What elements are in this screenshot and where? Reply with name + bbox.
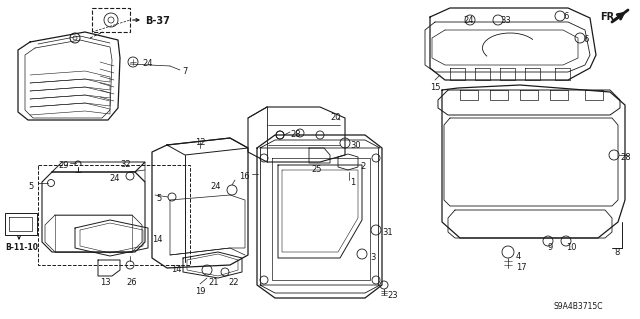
Text: FR.: FR.: [600, 12, 618, 22]
Text: 30: 30: [350, 141, 360, 150]
Text: B-37: B-37: [145, 16, 170, 26]
Text: 24: 24: [109, 174, 120, 183]
Text: 5: 5: [157, 194, 162, 203]
Text: 2: 2: [360, 162, 365, 171]
Text: 4: 4: [516, 252, 521, 261]
Text: 7: 7: [182, 67, 188, 76]
Text: 5: 5: [28, 182, 33, 191]
Text: 12: 12: [195, 138, 205, 147]
Text: 1: 1: [350, 178, 355, 187]
Text: 25: 25: [311, 165, 321, 174]
Text: B-11-10: B-11-10: [5, 243, 38, 252]
Text: 16: 16: [239, 172, 250, 181]
Text: 10: 10: [566, 243, 577, 252]
Text: 21: 21: [208, 278, 218, 287]
Text: 14: 14: [172, 265, 182, 274]
Text: 13: 13: [100, 278, 111, 287]
Text: 26: 26: [126, 278, 136, 287]
Text: 20: 20: [330, 113, 340, 122]
Text: 32: 32: [120, 160, 131, 169]
Text: 14: 14: [152, 235, 163, 244]
Text: 33: 33: [500, 16, 511, 25]
Text: 19: 19: [195, 287, 205, 296]
Text: 15: 15: [430, 83, 440, 92]
FancyBboxPatch shape: [38, 165, 190, 265]
Text: 6: 6: [563, 12, 568, 21]
Text: 24: 24: [210, 182, 221, 191]
Text: 17: 17: [516, 263, 527, 272]
FancyBboxPatch shape: [92, 8, 130, 32]
Text: 3: 3: [370, 253, 376, 262]
Text: 6: 6: [583, 35, 588, 44]
Text: 24: 24: [463, 16, 474, 25]
Text: 29: 29: [58, 161, 68, 170]
Text: S9A4B3715C: S9A4B3715C: [554, 302, 604, 311]
FancyBboxPatch shape: [5, 213, 37, 235]
Text: 28: 28: [620, 153, 630, 162]
Text: 8: 8: [614, 248, 620, 257]
Text: 28: 28: [290, 130, 301, 139]
Text: 9: 9: [548, 243, 553, 252]
Text: 31: 31: [382, 228, 392, 237]
Text: 23: 23: [387, 291, 397, 300]
Text: 24: 24: [142, 59, 152, 68]
Text: 22: 22: [228, 278, 239, 287]
